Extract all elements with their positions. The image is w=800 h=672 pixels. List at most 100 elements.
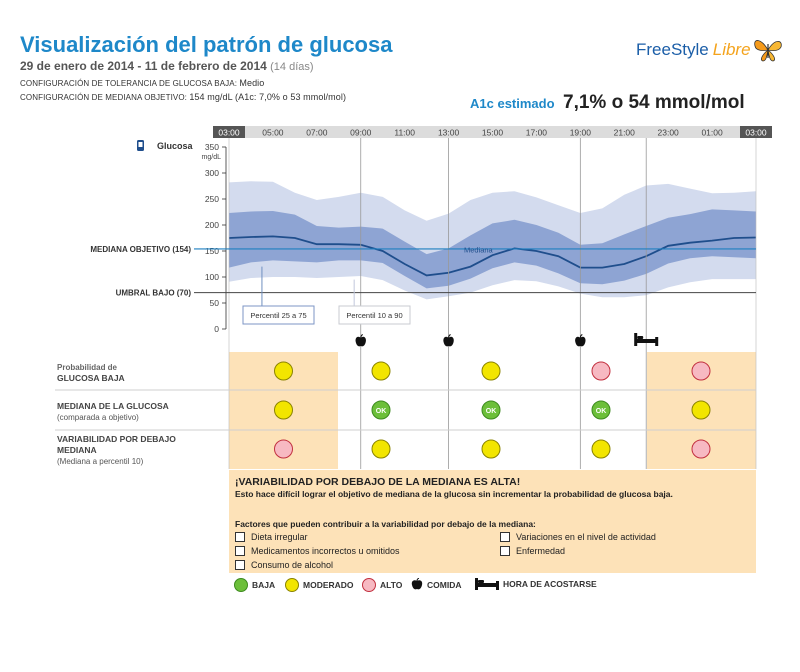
status-dot-variability bbox=[591, 439, 611, 459]
p10-90-label-box bbox=[338, 305, 411, 325]
variability-label-line3: (Mediana a percentil 10) bbox=[57, 457, 144, 466]
time-tick-label: 15:00 bbox=[482, 128, 504, 138]
y-tick-label: 0 bbox=[214, 324, 219, 334]
reference-lines: MEDIANA OBJETIVO (154) UMBRAL BAJO (70) bbox=[90, 245, 756, 298]
bed-icon-pillow bbox=[637, 336, 644, 339]
time-tick-highlight bbox=[213, 126, 245, 138]
date-range: 29 de enero de 2014 - 11 de febrero de 2… bbox=[20, 59, 314, 73]
high-dot-icon bbox=[362, 578, 376, 592]
glucose-chart: 03:00 05:00 07:00 09:00 11:00 13:00 15:00 17:00… bbox=[55, 126, 772, 469]
y-tick-label: 350 bbox=[205, 142, 219, 152]
a1c-label: A1c estimado bbox=[470, 96, 555, 111]
time-tick-label: 21:00 bbox=[614, 128, 636, 138]
date-range-text: 29 de enero de 2014 - 11 de febrero de 2… bbox=[20, 59, 267, 73]
factor-checkbox[interactable]: Consumo de alcohol bbox=[235, 560, 333, 570]
low-tolerance-label: CONFIGURACIÓN DE TOLERANCIA DE GLUCOSA B… bbox=[20, 79, 238, 88]
legend-alto: ALTO bbox=[362, 578, 402, 592]
time-tick-label: 09:00 bbox=[350, 128, 372, 138]
status-dot-median bbox=[481, 400, 501, 420]
checkbox-box[interactable] bbox=[500, 532, 510, 542]
event-markers bbox=[355, 333, 659, 347]
time-tick-label: 23:00 bbox=[658, 128, 680, 138]
ok-label: OK bbox=[376, 408, 387, 415]
status-dot-variability bbox=[371, 439, 391, 459]
period-dividers bbox=[228, 138, 757, 469]
low-prob-label-line2: GLUCOSA BAJA bbox=[57, 373, 125, 383]
ok-label: OK bbox=[596, 408, 607, 415]
factor-label: Consumo de alcohol bbox=[251, 560, 334, 570]
alert-description: Esto hace difícil lograr el objetivo de … bbox=[235, 489, 673, 499]
time-tick-label: 13:00 bbox=[438, 128, 460, 138]
checkbox-box[interactable] bbox=[500, 546, 510, 556]
legend-baja-label: BAJA bbox=[252, 580, 276, 590]
median-line bbox=[228, 235, 757, 277]
factor-checkbox[interactable]: Dieta irregular bbox=[235, 532, 308, 542]
chart-title: Glucosa bbox=[157, 141, 194, 151]
time-tick-label: 05:00 bbox=[262, 128, 284, 138]
time-tick-label: 17:00 bbox=[526, 128, 548, 138]
assessment-grid: OK OK OK bbox=[55, 361, 756, 459]
percentile-bands bbox=[228, 181, 757, 300]
logo-text-freestyle: FreeStyle bbox=[636, 40, 709, 59]
moderate-dot-icon bbox=[285, 578, 299, 592]
butterfly-icon bbox=[753, 40, 782, 62]
median-label-line1: MEDIANA DE LA GLUCOSA bbox=[57, 401, 169, 411]
variability-label-line2: MEDIANA bbox=[57, 445, 97, 455]
median-row-label: MEDIANA DE LA GLUCOSA (comparada a objet… bbox=[57, 401, 169, 423]
legend-comida-label: COMIDA bbox=[427, 579, 462, 590]
factor-label: Enfermedad bbox=[516, 546, 566, 556]
legend-acostarse: HORA DE ACOSTARSE bbox=[475, 578, 597, 590]
status-dot-variability bbox=[481, 439, 501, 459]
median-label-line2: (comparada a objetivo) bbox=[57, 413, 139, 422]
bed-icon bbox=[475, 578, 499, 590]
factor-checkbox[interactable]: Enfermedad bbox=[500, 546, 565, 556]
checkbox-box[interactable] bbox=[235, 546, 245, 556]
p25-75-label: Percentil 25 a 75 bbox=[250, 311, 306, 320]
median-goal-config: CONFIGURACIÓN DE MEDIANA OBJETIVO: 154 m… bbox=[20, 92, 346, 102]
checkbox-box[interactable] bbox=[235, 560, 245, 570]
status-dot-low_prob bbox=[481, 361, 501, 381]
time-tick-label: 07:00 bbox=[306, 128, 328, 138]
y-axis-unit: mg/dL bbox=[202, 154, 222, 161]
y-tick-label: 100 bbox=[205, 272, 219, 282]
page-title: Visualización del patrón de glucosa bbox=[20, 32, 393, 57]
legend-moderado: MODERADO bbox=[285, 578, 354, 592]
p10-90-label: Percentil 10 a 90 bbox=[346, 311, 402, 320]
y-tick-label: 250 bbox=[205, 194, 219, 204]
status-dot-median bbox=[691, 400, 711, 420]
time-tick-label: 11:00 bbox=[394, 128, 415, 138]
factor-checkbox[interactable]: Variaciones en el nivel de actividad bbox=[500, 532, 656, 542]
ok-label: OK bbox=[486, 408, 497, 415]
status-dot-median bbox=[371, 400, 391, 420]
factor-label: Dieta irregular bbox=[251, 532, 308, 542]
bed-icon-foot bbox=[655, 337, 659, 346]
apple-icon bbox=[575, 336, 586, 347]
median-annotation: Mediana bbox=[464, 246, 494, 255]
a1c-estimate: A1c estimado 7,1% o 54 mmol/mol bbox=[470, 92, 745, 114]
status-dot-variability bbox=[691, 439, 711, 459]
apple-icon bbox=[411, 578, 423, 590]
ok-dot-icon bbox=[234, 578, 248, 592]
days-count: (14 días) bbox=[270, 61, 314, 73]
median-goal-value: 154 mg/dL (A1c: 7,0% o 53 mmol/mol) bbox=[189, 92, 347, 102]
freestyle-libre-logo: FreeStyle Libre bbox=[636, 36, 785, 64]
checkbox-box[interactable] bbox=[235, 532, 245, 542]
legend-acostarse-label: HORA DE ACOSTARSE bbox=[503, 579, 597, 589]
reference-line-label: MEDIANA OBJETIVO (154) bbox=[90, 245, 191, 254]
bed-icon-mattress bbox=[636, 339, 657, 343]
a1c-value: 7,1% o 54 mmol/mol bbox=[563, 92, 745, 113]
status-dot-low_prob bbox=[371, 361, 391, 381]
time-tick-highlight bbox=[740, 126, 772, 138]
legend-baja: BAJA bbox=[234, 578, 275, 592]
variability-alert: ¡VARIABILIDAD POR DEBAJO DE LA MEDIANA E… bbox=[229, 470, 756, 573]
low-prob-row-label: Probabilidad de GLUCOSA BAJA bbox=[57, 362, 125, 384]
variability-row-label: VARIABILIDAD POR DEBAJO MEDIANA (Mediana… bbox=[57, 434, 176, 467]
chart-annotations: Mediana Percentil 25 a 75 Percentil 10 a 9… bbox=[242, 246, 494, 325]
factor-checkbox[interactable]: Medicamentos incorrectos u omitidos bbox=[235, 546, 400, 556]
y-tick-label: 150 bbox=[205, 246, 219, 256]
time-axis-bar bbox=[229, 126, 756, 138]
y-tick-label: 200 bbox=[205, 220, 219, 230]
legend-alto-label: ALTO bbox=[380, 580, 403, 590]
time-tick-label: 01:00 bbox=[701, 128, 723, 138]
logo-text-libre: Libre bbox=[712, 40, 751, 59]
